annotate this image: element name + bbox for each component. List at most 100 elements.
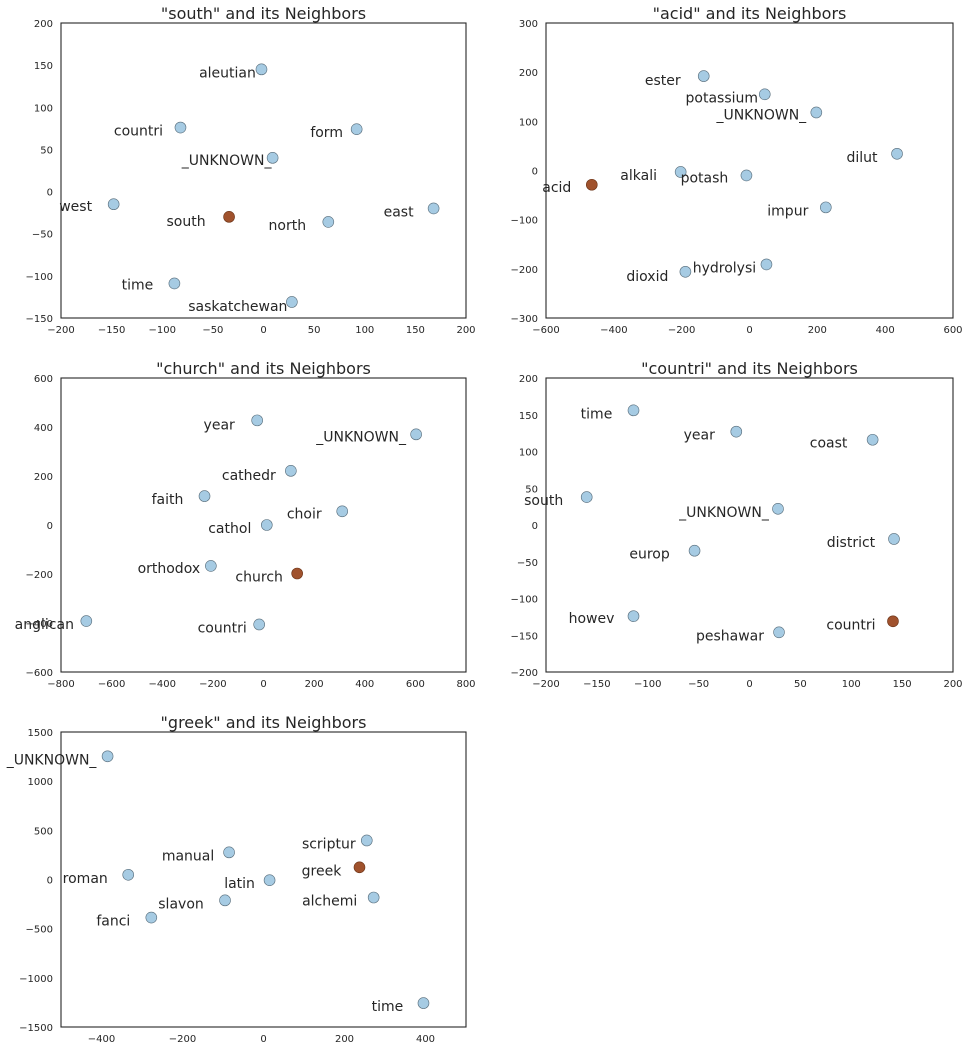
target-point-greek <box>353 861 366 874</box>
neighbor-point-scriptur <box>360 834 373 847</box>
x-tick-label: 0 <box>746 325 752 336</box>
x-tick-label: 400 <box>416 1034 435 1045</box>
chart-title: "acid" and its Neighbors <box>653 4 847 23</box>
y-tick-label: 200 <box>519 374 538 385</box>
point-label-coast: coast <box>810 436 848 452</box>
y-tick-label: −100 <box>511 216 538 227</box>
chart-panel-2: "acid" and its Neighbors −600 −400 −200 0 200… <box>511 4 963 336</box>
x-tick-label: 50 <box>308 325 321 336</box>
x-tick-label: 200 <box>456 325 475 336</box>
point-label-howev: howev <box>569 611 615 627</box>
x-tick-label: 400 <box>876 325 895 336</box>
neighbor-point-anglican <box>80 615 93 627</box>
y-tick-label: 400 <box>34 423 53 434</box>
y-tick-label: 300 <box>519 19 538 30</box>
x-tick-label: −150 <box>98 325 125 336</box>
y-tick-label: 1000 <box>28 777 53 788</box>
neighbor-point-latin <box>263 874 276 886</box>
neighbor-point-unknown <box>101 750 114 763</box>
point-label-latin: latin <box>224 876 255 892</box>
point-label-time: time <box>581 406 613 422</box>
chart-panel-1: "south" and its Neighbors−200 −150 −100 −50… <box>26 4 476 336</box>
point-label-orthodox: orthodox <box>138 561 201 577</box>
point-label-district: district <box>827 535 876 551</box>
x-tick-label: −200 <box>169 1034 196 1045</box>
neighbor-point-europ <box>688 544 701 557</box>
point-label-time: time <box>372 999 404 1015</box>
point-label-dioxid: dioxid <box>626 269 668 285</box>
chart-title: "south" and its Neighbors <box>161 4 366 23</box>
neighbor-point-dioxid <box>679 265 692 278</box>
y-tick-label: −200 <box>511 668 538 679</box>
y-tick-label: −200 <box>26 570 53 581</box>
y-tick-label: −1000 <box>19 974 53 985</box>
point-label-anglican: anglican <box>15 617 74 633</box>
neighbor-point-unknown <box>410 428 422 441</box>
point-label-year: year <box>204 417 235 433</box>
y-tick-label: 200 <box>34 472 53 483</box>
y-tick-label: 500 <box>34 826 53 837</box>
x-tick-label: −100 <box>634 679 661 690</box>
y-tick-label: −1500 <box>19 1023 53 1034</box>
y-tick-label: 50 <box>40 145 53 156</box>
x-tick-label: −100 <box>149 325 176 336</box>
neighbor-point-countri <box>253 618 265 631</box>
neighbor-point-cathedr <box>285 465 297 477</box>
y-tick-label: −600 <box>26 668 53 679</box>
neighbor-point-alkali <box>674 166 687 178</box>
x-tick-label: 0 <box>260 325 266 336</box>
neighbor-point-year <box>251 414 263 427</box>
chart-title: "greek" and its Neighbors <box>161 713 367 732</box>
chart-panel-3: "church" and its Neighbors−800 −600 −400 −2… <box>15 359 476 690</box>
y-tick-label: −200 <box>511 265 538 276</box>
x-tick-label: 100 <box>842 679 861 690</box>
point-label-form: form <box>310 125 343 141</box>
point-label-south: south <box>524 493 563 509</box>
y-tick-label: −400 <box>26 619 53 630</box>
point-label-west: west <box>59 199 92 215</box>
y-tick-label: −150 <box>511 631 538 642</box>
point-label-north: north <box>269 218 307 234</box>
x-tick-label: −800 <box>47 679 74 690</box>
chart-panel-4: "countri" and its Neighbors −200 −150 −100 −… <box>511 359 963 690</box>
chart-panel-5: "greek" and its Neighbors −400 −200 0 200 400… <box>6 713 467 1045</box>
x-tick-label: −200 <box>199 679 226 690</box>
neighbor-point-coast <box>866 433 879 446</box>
neighbor-point-unknown <box>810 106 823 119</box>
target-point-countri <box>887 615 899 628</box>
point-label-unknown: _UNKNOWN_ <box>315 429 407 445</box>
point-label-scriptur: scriptur <box>302 836 356 852</box>
x-tick-label: 0 <box>260 1034 266 1045</box>
neighbor-point-ester <box>697 70 710 82</box>
x-tick-label: 600 <box>943 325 962 336</box>
y-tick-label: −50 <box>517 558 538 569</box>
x-tick-label: −50 <box>202 325 223 336</box>
neighbor-point-manual <box>223 846 235 859</box>
neighbor-point-aleutian <box>255 63 268 76</box>
y-tick-label: 200 <box>34 19 53 30</box>
neighbor-point-fanci <box>145 911 158 924</box>
point-label-south: south <box>167 214 206 230</box>
neighbor-point-roman <box>122 868 135 881</box>
point-label-cathol: cathol <box>208 521 251 537</box>
point-label-greek: greek <box>302 863 343 879</box>
x-tick-label: −400 <box>600 325 627 336</box>
point-label-unknown: _UNKNOWN_ <box>181 153 273 169</box>
plot-frame <box>60 731 467 1028</box>
y-tick-label: −50 <box>32 230 53 241</box>
neighbor-point-faith <box>198 490 211 502</box>
point-label-unknown: _UNKNOWN_ <box>678 505 770 521</box>
x-tick-label: 600 <box>406 679 425 690</box>
neighbor-point-potash <box>740 169 753 182</box>
neighbor-point-dilut <box>891 147 903 160</box>
point-label-cathedr: cathedr <box>222 468 276 484</box>
x-tick-label: 800 <box>456 679 475 690</box>
x-tick-label: −50 <box>688 679 709 690</box>
neighbor-point-south <box>580 491 593 503</box>
point-label-unknown: _UNKNOWN_ <box>715 107 807 123</box>
point-label-time: time <box>122 277 154 293</box>
x-tick-label: −150 <box>583 679 610 690</box>
x-tick-label: 0 <box>260 679 266 690</box>
neighbor-point-saskatchewan <box>286 296 298 308</box>
point-label-acid: acid <box>542 180 571 196</box>
